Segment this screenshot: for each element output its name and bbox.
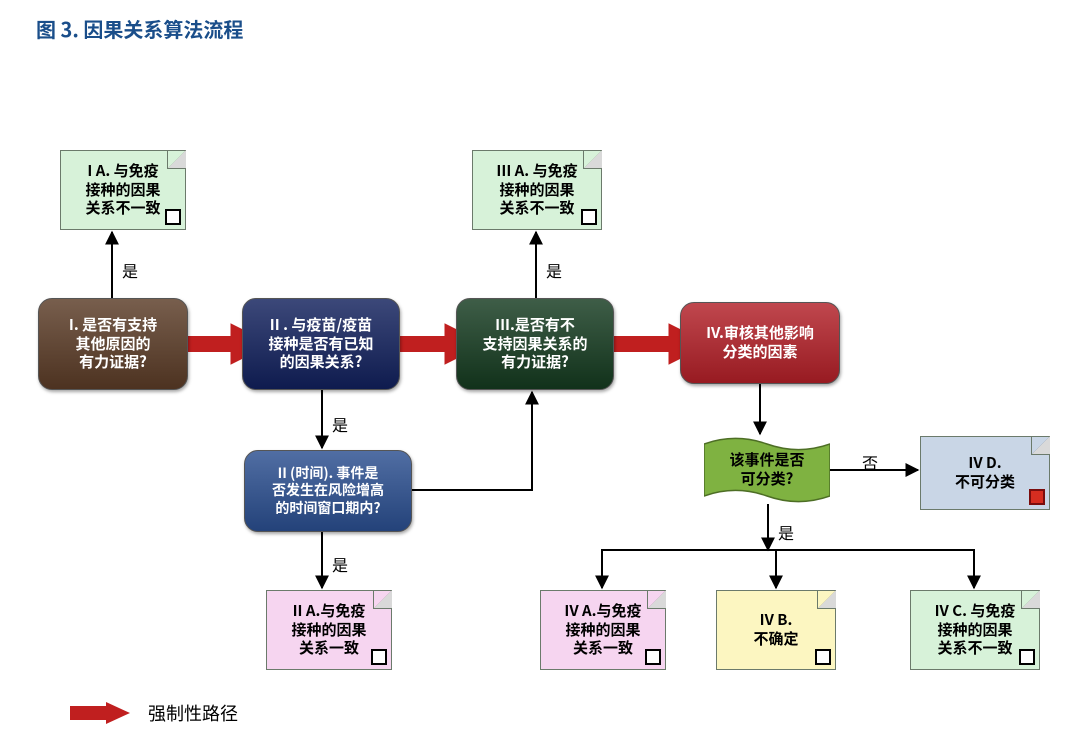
edge-label-decision-to-IVD: 否: [862, 450, 878, 474]
edge-label-II-to-IItime: 是: [332, 412, 348, 436]
note-marker-icon: [815, 649, 831, 665]
edge-label-IItime-to-IIA: 是: [332, 552, 348, 576]
node-label: II A.与免疫 接种的因果 关系一致: [291, 602, 366, 658]
legend: [68, 700, 132, 731]
node-II: II . 与疫苗/疫苗 接种是否有已知 的因果关系?: [242, 298, 400, 390]
node-label: IV D. 不可分类: [955, 454, 1015, 492]
node-label: I. 是否有支持 其他原因的 有力证据?: [69, 316, 157, 372]
legend-label: 强制性路径: [148, 700, 238, 726]
node-IVB: IV B. 不确定: [716, 590, 836, 670]
edge-split-to-IVC: [768, 550, 974, 588]
node-IVA: IV A.与免疫 接种的因果 关系一致: [540, 590, 666, 670]
note-marker-icon: [645, 649, 661, 665]
node-I: I. 是否有支持 其他原因的 有力证据?: [38, 298, 188, 390]
node-label: III A. 与免疫 接种的因果 关系不一致: [496, 162, 577, 218]
node-IIIA: III A. 与免疫 接种的因果 关系不一致: [472, 150, 602, 230]
node-IV: IV.审核其他影响 分类的因素: [680, 302, 840, 384]
edge-IItime-to-III: [412, 392, 532, 490]
node-IItime: II (时间). 事件是 否发生在风险增高 的时间窗口期内?: [244, 450, 412, 532]
node-IA: I A. 与免疫 接种的因果 关系不一致: [60, 150, 186, 230]
node-label: IV B. 不确定: [753, 611, 798, 649]
edge-label-decision-down: 是: [778, 520, 794, 544]
node-label: I A. 与免疫 接种的因果 关系不一致: [85, 162, 160, 218]
note-marker-icon: [1019, 649, 1035, 665]
node-IIA: II A.与免疫 接种的因果 关系一致: [266, 590, 392, 670]
node-label: 该事件是否 可分类?: [729, 451, 804, 489]
edge-label-I-to-IA: 是: [122, 258, 138, 282]
node-label: IV C. 与免疫 接种的因果 关系不一致: [935, 602, 1016, 658]
node-decision: 该事件是否 可分类?: [704, 436, 830, 504]
node-label: IV.审核其他影响 分类的因素: [706, 324, 814, 362]
note-marker-icon: [165, 209, 181, 225]
note-marker-icon: [1029, 489, 1045, 505]
flowchart-canvas: I. 是否有支持 其他原因的 有力证据? I A. 与免疫 接种的因果 关系不一致…: [0, 0, 1080, 747]
edge-label-III-to-IIIA: 是: [546, 258, 562, 282]
node-IVC: IV C. 与免疫 接种的因果 关系不一致: [910, 590, 1040, 670]
edge-split-to-IVB: [768, 550, 776, 588]
node-label: II (时间). 事件是 否发生在风险增高 的时间窗口期内?: [272, 465, 384, 518]
note-marker-icon: [371, 649, 387, 665]
node-IVD: IV D. 不可分类: [920, 436, 1050, 510]
note-marker-icon: [581, 209, 597, 225]
node-label: IV A.与免疫 接种的因果 关系一致: [564, 602, 641, 658]
node-label: III.是否有不 支持因果关系的 有力证据?: [482, 316, 587, 372]
edge-split-to-IVA: [602, 550, 768, 588]
node-III: III.是否有不 支持因果关系的 有力证据?: [456, 298, 614, 390]
legend-arrow-icon: [68, 700, 132, 726]
node-label: II . 与疫苗/疫苗 接种是否有已知 的因果关系?: [268, 316, 373, 372]
